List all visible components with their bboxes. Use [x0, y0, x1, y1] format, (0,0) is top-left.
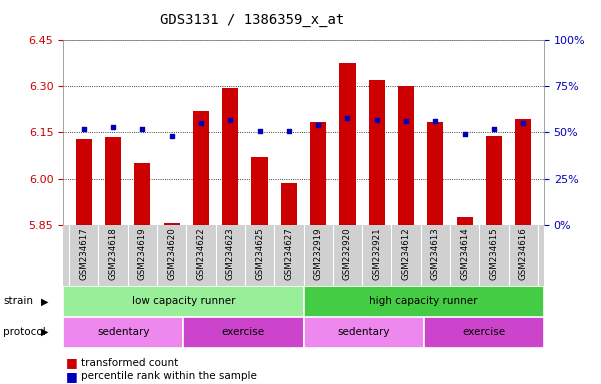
Text: ▶: ▶ [41, 327, 49, 337]
Text: percentile rank within the sample: percentile rank within the sample [81, 371, 257, 381]
Point [519, 120, 528, 126]
Bar [222, 88, 238, 225]
Point [108, 124, 118, 130]
Point [166, 133, 176, 139]
Text: GSM232919: GSM232919 [314, 228, 323, 280]
Text: GSM234620: GSM234620 [167, 228, 176, 280]
Text: exercise: exercise [462, 327, 505, 337]
Bar [457, 217, 473, 225]
Text: ■: ■ [66, 356, 78, 369]
Point [138, 126, 147, 132]
Text: GSM234617: GSM234617 [79, 228, 88, 280]
Point [313, 122, 323, 128]
Text: GSM234619: GSM234619 [138, 228, 147, 280]
Text: GSM234627: GSM234627 [284, 228, 293, 280]
Text: protocol: protocol [3, 327, 46, 337]
Text: GSM234613: GSM234613 [431, 228, 440, 280]
Point [225, 116, 235, 122]
Point [401, 118, 411, 124]
Point [284, 127, 294, 134]
Text: exercise: exercise [222, 327, 265, 337]
Text: high capacity runner: high capacity runner [370, 296, 478, 306]
Text: GSM234612: GSM234612 [401, 228, 410, 280]
Point [255, 127, 264, 134]
Point [372, 116, 382, 122]
Bar [193, 111, 209, 225]
Bar [340, 63, 356, 225]
Bar [281, 183, 297, 225]
Text: GSM234618: GSM234618 [108, 228, 117, 280]
Bar [486, 136, 502, 225]
Bar [398, 86, 414, 225]
Text: ▶: ▶ [41, 296, 49, 306]
Bar [515, 119, 531, 225]
Text: GSM232921: GSM232921 [372, 228, 381, 280]
Bar [163, 223, 180, 225]
Point [79, 126, 88, 132]
Text: sedentary: sedentary [337, 327, 390, 337]
Bar [251, 157, 267, 225]
Point [343, 115, 352, 121]
Bar [183, 317, 304, 348]
Bar [63, 286, 304, 317]
Text: GSM234614: GSM234614 [460, 228, 469, 280]
Bar [427, 122, 444, 225]
Bar [105, 137, 121, 225]
Point [196, 120, 206, 126]
Bar [76, 139, 92, 225]
Text: GSM234615: GSM234615 [490, 228, 499, 280]
Text: GSM234625: GSM234625 [255, 228, 264, 280]
Bar [63, 317, 183, 348]
Text: sedentary: sedentary [97, 327, 150, 337]
Text: ■: ■ [66, 370, 78, 383]
Text: GDS3131 / 1386359_x_at: GDS3131 / 1386359_x_at [160, 13, 344, 27]
Text: GSM234623: GSM234623 [226, 228, 235, 280]
Bar [304, 317, 424, 348]
Point [431, 118, 441, 124]
Bar [304, 286, 544, 317]
Bar [369, 80, 385, 225]
Text: GSM234622: GSM234622 [197, 228, 206, 280]
Text: GSM234616: GSM234616 [519, 228, 528, 280]
Text: low capacity runner: low capacity runner [132, 296, 235, 306]
Point [460, 131, 469, 137]
Text: GSM232920: GSM232920 [343, 228, 352, 280]
Text: strain: strain [3, 296, 33, 306]
Bar [134, 163, 150, 225]
Bar [424, 317, 544, 348]
Text: transformed count: transformed count [81, 358, 178, 368]
Point [489, 126, 499, 132]
Bar [310, 122, 326, 225]
